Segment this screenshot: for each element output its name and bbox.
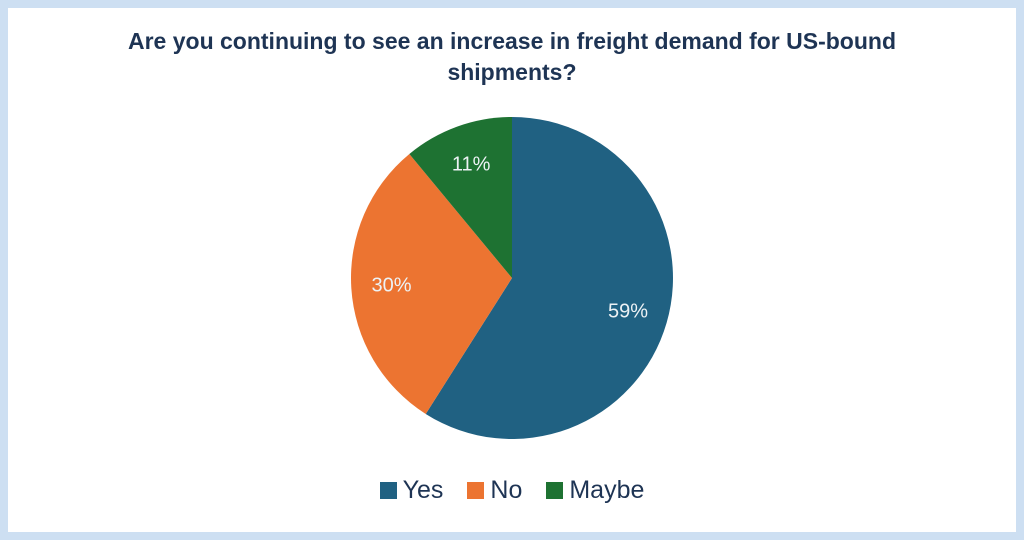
chart-title: Are you continuing to see an increase in…	[127, 28, 897, 86]
pie-slice-label-maybe: 11%	[452, 153, 491, 175]
pie-chart-svg: 59% 30% 11%	[350, 117, 673, 439]
legend-label-no: No	[490, 476, 523, 504]
legend-label-maybe: Maybe	[569, 476, 645, 504]
pie-slice-yes	[425, 117, 673, 439]
pie-slice-label-yes: 59%	[608, 301, 648, 323]
pie-slice-label-no: 30%	[371, 275, 411, 297]
chart-card: Are you continuing to see an increase in…	[8, 8, 1016, 532]
legend-item-yes: Yes	[379, 476, 444, 505]
pie-slice-maybe	[409, 117, 512, 278]
legend-swatch-maybe	[546, 482, 564, 499]
legend-label-yes: Yes	[402, 476, 444, 504]
legend-swatch-no	[467, 482, 485, 499]
legend: Yes No Maybe	[8, 476, 1016, 505]
legend-swatch-yes	[379, 482, 397, 499]
legend-item-maybe: Maybe	[546, 476, 644, 505]
pie-slice-no	[350, 153, 512, 414]
legend-item-no: No	[467, 476, 522, 505]
